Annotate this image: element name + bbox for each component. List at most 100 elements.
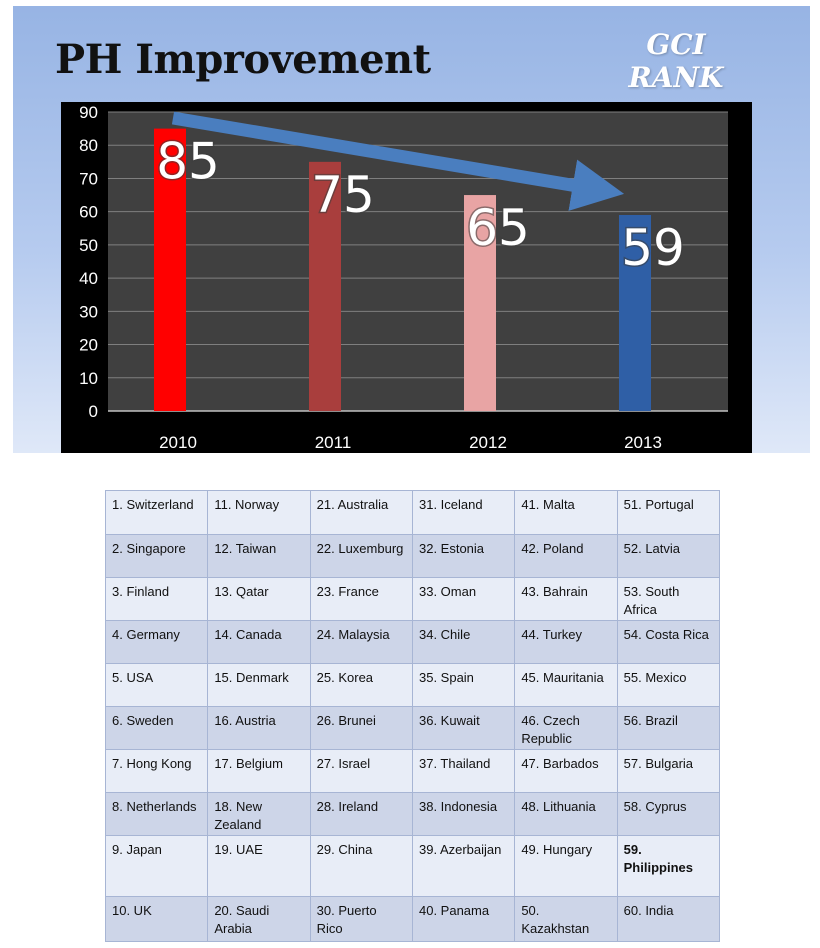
table-cell: 31. Iceland	[411, 490, 516, 535]
bars	[154, 128, 651, 411]
table-cell: 54. Costa Rica	[616, 620, 721, 664]
table-cell: 56. Brazil	[616, 706, 721, 750]
bar-2011	[309, 161, 341, 411]
table-cell: 53. South Africa	[616, 577, 721, 621]
y-tick-label: 90	[79, 103, 98, 122]
table-cell: 18. New Zealand	[207, 792, 311, 836]
table-cell: 16. Austria	[207, 706, 311, 750]
table-cell: 17. Belgium	[207, 749, 311, 793]
table-cell: 51. Portugal	[616, 490, 721, 535]
table-cell: 2. Singapore	[104, 534, 209, 578]
table-cell: 57. Bulgaria	[616, 749, 721, 793]
data-label: 59	[621, 219, 685, 277]
y-tick-label: 0	[89, 402, 98, 421]
table-cell: 36. Kuwait	[411, 706, 516, 750]
table-row: 7. Hong Kong 17. Belgium 27. Israel 37. Tha…	[104, 749, 721, 793]
y-tick-label: 80	[79, 136, 98, 155]
data-label: 85	[156, 133, 220, 191]
table-cell: 43. Bahrain	[514, 577, 618, 621]
table-cell: 9. Japan	[104, 835, 209, 897]
y-tick-label: 20	[79, 336, 98, 355]
table-cell: 34. Chile	[411, 620, 516, 664]
bar-2012	[464, 195, 496, 411]
data-label: 65	[466, 199, 530, 257]
y-tick-label: 50	[79, 236, 98, 255]
table-cell: 29. China	[309, 835, 413, 897]
badge-line-2: RANK	[628, 61, 724, 94]
badge-line-1: GCI	[646, 28, 706, 61]
table-cell: 37. Thailand	[411, 749, 516, 793]
table-cell: 42. Poland	[514, 534, 618, 578]
table-cell: 40. Panama	[411, 896, 516, 942]
table-cell: 45. Mauritania	[514, 663, 618, 707]
table-cell: 41. Malta	[514, 490, 618, 535]
table-cell: 8. Netherlands	[104, 792, 209, 836]
page-title: PH Improvement	[55, 36, 431, 83]
bar-2010	[154, 128, 186, 411]
bar-chart-svg: 0 10 20 30 40 50 60 70 80 90 2010 2011 2012 2013 85 7…	[79, 103, 728, 452]
table-cell: 13. Qatar	[207, 577, 311, 621]
table-row: 4. Germany 14. Canada 24. Malaysia 34. Chil…	[104, 620, 721, 664]
gci-rank-badge: GCI RANK	[606, 28, 746, 94]
data-label: 75	[311, 166, 375, 224]
table-cell: 24. Malaysia	[309, 620, 413, 664]
x-tick-label: 2013	[624, 433, 662, 452]
table-cell: 49. Hungary	[514, 835, 618, 897]
y-tick-label: 70	[79, 169, 98, 188]
table-cell: 44. Turkey	[514, 620, 618, 664]
x-tick-label: 2011	[315, 433, 352, 452]
table-cell: 10. UK	[104, 896, 209, 942]
y-tick-label: 30	[79, 302, 98, 321]
table-cell: 59. Philippines	[616, 835, 721, 897]
table-cell: 14. Canada	[207, 620, 311, 664]
bar-chart: 0 10 20 30 40 50 60 70 80 90 2010 2011 2012 2013 85 7…	[61, 102, 752, 453]
table-cell: 25. Korea	[309, 663, 413, 707]
table-cell: 33. Oman	[411, 577, 516, 621]
y-tick-label: 40	[79, 269, 98, 288]
trend-arrow	[171, 111, 625, 211]
table-row: 1. Switzerland 11. Norway 21. Australia 31.…	[104, 490, 721, 535]
y-tick-label: 10	[79, 369, 98, 388]
table-row: 2. Singapore 12. Taiwan 22. Luxemburg 32. E…	[104, 534, 721, 578]
y-tick-label: 60	[79, 203, 98, 222]
table-cell: 30. Puerto Rico	[309, 896, 413, 942]
table-cell: 15. Denmark	[207, 663, 311, 707]
table-cell: 19. UAE	[207, 835, 311, 897]
table-cell: 20. Saudi Arabia	[207, 896, 311, 942]
table-cell: 12. Taiwan	[207, 534, 311, 578]
data-labels: 85 75 65 59	[155, 131, 687, 278]
table-cell: 27. Israel	[309, 749, 413, 793]
table-row: 10. UK 20. Saudi Arabia 30. Puerto Rico 40.…	[104, 896, 721, 942]
table-cell: 38. Indonesia	[411, 792, 516, 836]
table-cell: 5. USA	[104, 663, 209, 707]
table-cell: 58. Cyprus	[616, 792, 721, 836]
table-cell: 4. Germany	[104, 620, 209, 664]
table-cell: 46. Czech Republic	[514, 706, 618, 750]
table-row: 5. USA 15. Denmark 25. Korea 35. Spain 45. M…	[104, 663, 721, 707]
bar-2013	[619, 214, 651, 411]
table-cell: 26. Brunei	[309, 706, 413, 750]
table-row: 8. Netherlands 18. New Zealand 28. Ireland…	[104, 792, 721, 836]
table-cell: 52. Latvia	[616, 534, 721, 578]
table-cell: 6. Sweden	[104, 706, 209, 750]
y-axis-ticks: 0 10 20 30 40 50 60 70 80 90	[79, 103, 98, 421]
table-cell: 39. Azerbaijan	[411, 835, 516, 897]
table-cell: 60. India	[616, 896, 721, 942]
x-axis-ticks: 2010 2011 2012 2013	[159, 433, 662, 452]
slide: PH Improvement GCI RANK 0 10 20 30 40 50 60 70 8…	[13, 6, 810, 453]
ranking-table: 1. Switzerland 11. Norway 21. Australia 31.…	[104, 490, 721, 942]
table-cell: 3. Finland	[104, 577, 209, 621]
table-cell: 28. Ireland	[309, 792, 413, 836]
table-cell: 55. Mexico	[616, 663, 721, 707]
table-cell: 7. Hong Kong	[104, 749, 209, 793]
x-tick-label: 2010	[159, 433, 197, 452]
table-cell: 47. Barbados	[514, 749, 618, 793]
table-cell: 22. Luxemburg	[309, 534, 413, 578]
table-cell: 23. France	[309, 577, 413, 621]
table-cell: 32. Estonia	[411, 534, 516, 578]
table-cell: 21. Australia	[309, 490, 413, 535]
table-cell: 35. Spain	[411, 663, 516, 707]
table-cell: 48. Lithuania	[514, 792, 618, 836]
table-cell: 50. Kazakhstan	[514, 896, 618, 942]
table-cell: 1. Switzerland	[104, 490, 209, 535]
